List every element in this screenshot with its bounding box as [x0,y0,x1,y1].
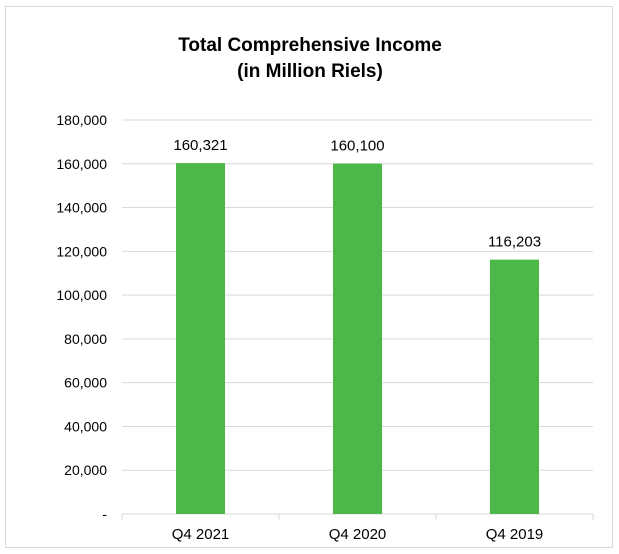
chart-title: Total Comprehensive Income (in Million R… [6,33,614,85]
y-tick-label: 40,000 [64,418,107,434]
data-label: 116,203 [488,234,541,251]
bar [333,163,382,514]
data-label: 160,321 [173,137,227,154]
y-tick-label: 80,000 [64,331,107,347]
bar [490,259,539,514]
chart-subtitle: (in Million Riels) [237,61,383,82]
x-tick-label: Q4 2019 [486,526,544,543]
chart-frame: Total Comprehensive Income (in Million R… [5,6,613,548]
y-tick-label: - [102,506,107,522]
y-tick-label: 140,000 [56,200,107,216]
bar [176,163,225,515]
y-tick-label: 120,000 [56,243,107,259]
x-tick-label: Q4 2021 [172,526,230,543]
bar-chart-plot: - 20,000 40,000 60,000 80,000 100,000 120,000 1… [56,112,594,543]
y-tick-label: 20,000 [64,462,107,478]
y-tick-label: 100,000 [56,287,107,303]
y-tick-label: 60,000 [64,375,107,391]
y-tick-label: 160,000 [56,156,107,172]
y-tick-label: 180,000 [56,112,107,128]
chart-title-line1: Total Comprehensive Income [178,35,442,56]
data-label: 160,100 [330,138,384,155]
x-tick-label: Q4 2020 [329,526,387,543]
